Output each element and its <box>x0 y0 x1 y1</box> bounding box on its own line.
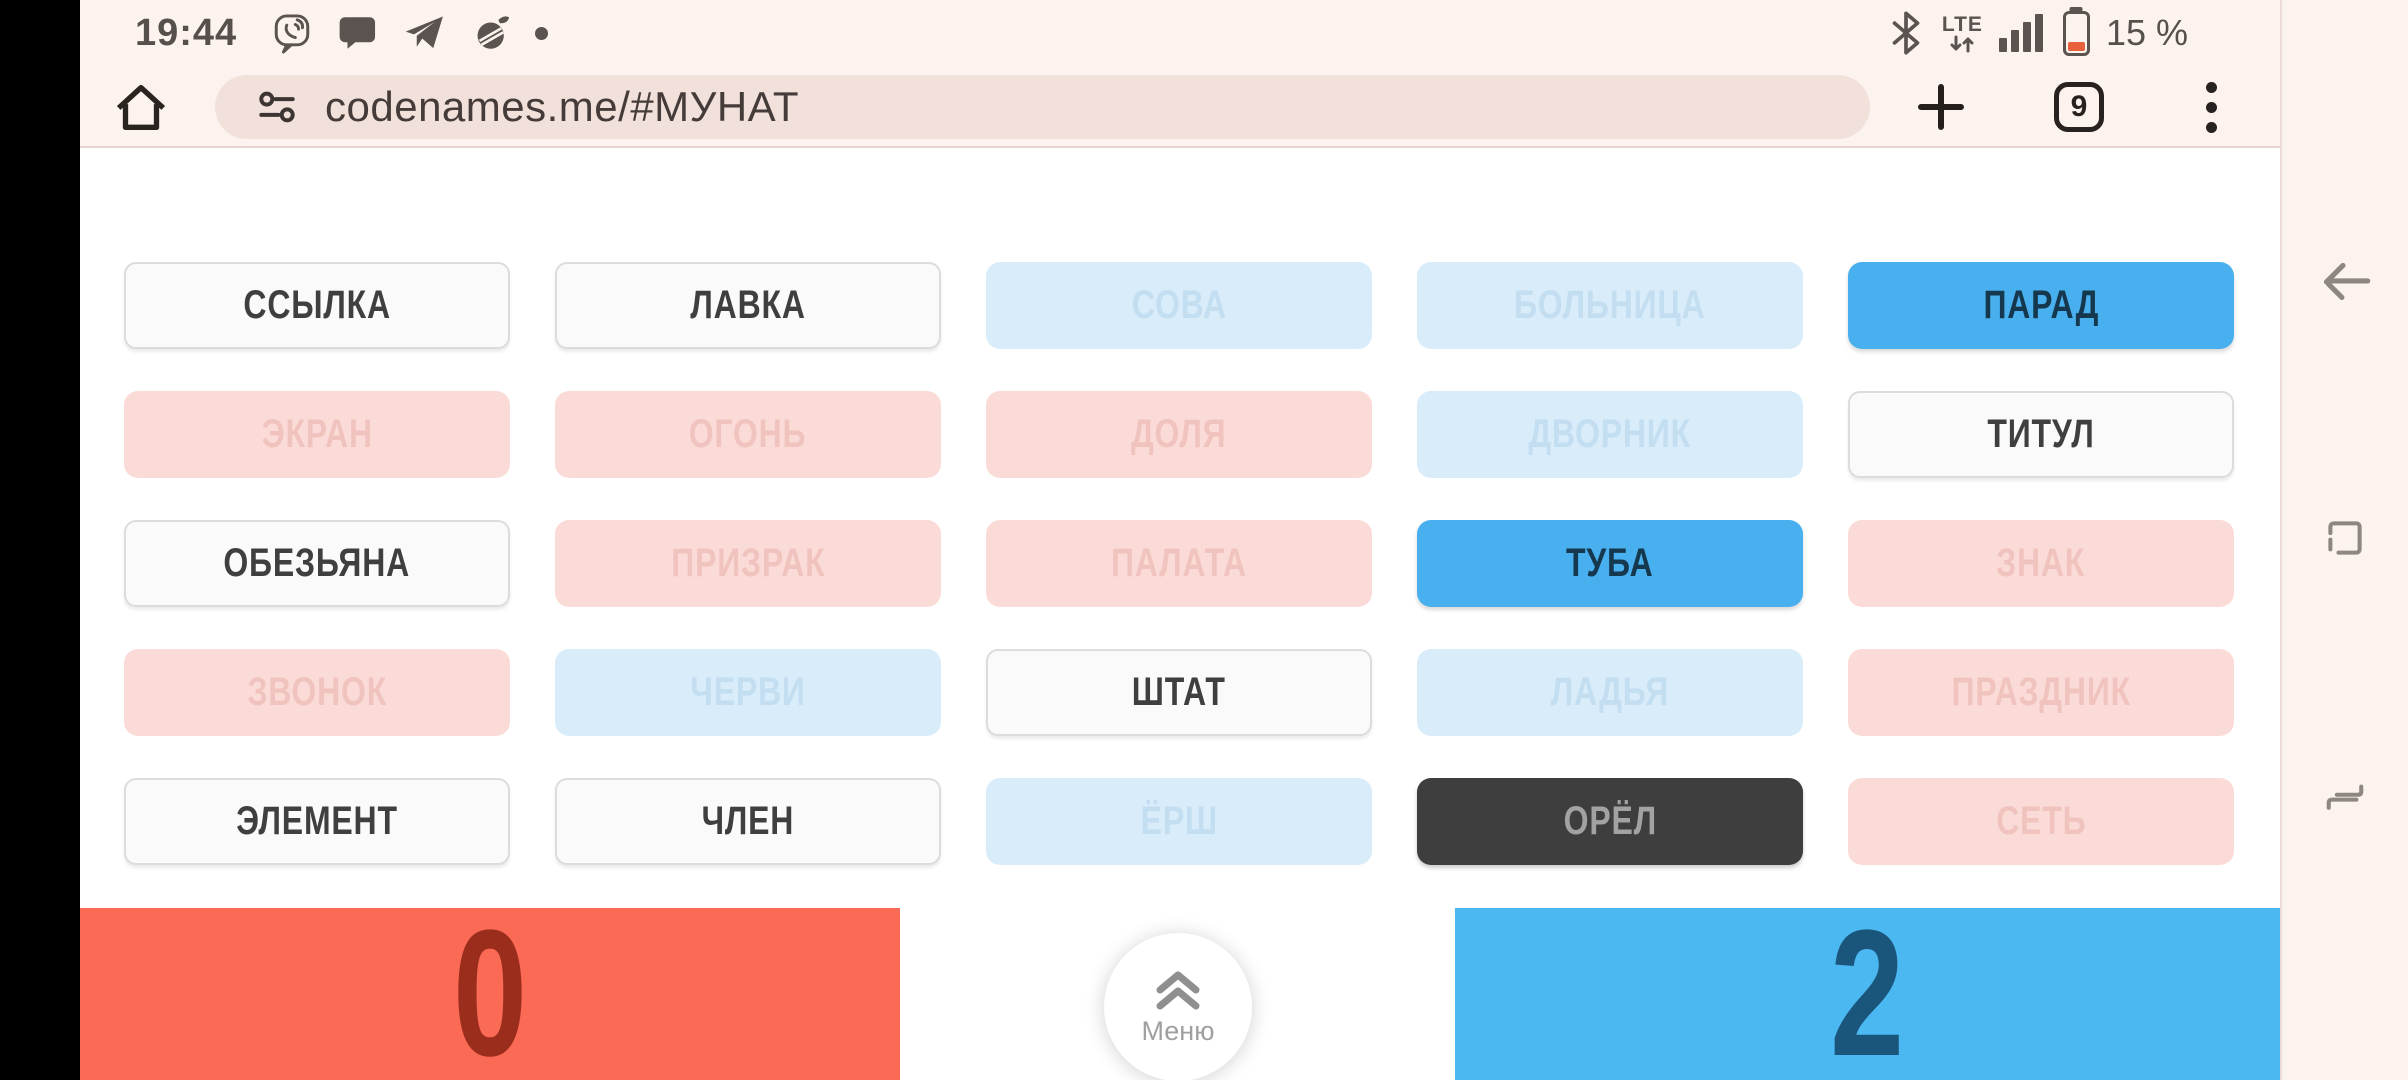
signal-icon <box>1998 14 2043 52</box>
word-card-label: ЗНАК <box>1996 541 2086 585</box>
url-text: codenames.me/#МУНАТ <box>325 83 800 130</box>
word-card-label: ПРИЗРАК <box>670 541 826 585</box>
word-card[interactable]: ПАРАД <box>1848 262 2234 349</box>
word-card[interactable]: ОРЁЛ <box>1417 778 1803 865</box>
word-card-label: ЁРШ <box>1140 799 1218 843</box>
tab-count: 9 <box>2054 82 2104 132</box>
word-board: ССЫЛКА ЛАВКА СОВА БОЛЬНИЦА ПАРАД ЭКРАН ОГОНЬ ДО… <box>124 262 2234 865</box>
word-card-label: ОГОНЬ <box>689 412 807 456</box>
viber-icon <box>274 14 310 54</box>
word-card-label: ЭЛЕМЕНТ <box>236 799 398 843</box>
word-card[interactable]: ЧЕРВИ <box>555 649 941 736</box>
word-card-label: ТИТУЛ <box>1987 412 2095 456</box>
word-card-label: СЕТЬ <box>1995 799 2087 843</box>
tune-icon <box>259 91 295 123</box>
browser-toolbar: codenames.me/#МУНАТ 9 <box>80 66 2280 148</box>
word-card[interactable]: ЁРШ <box>986 778 1372 865</box>
telegram-icon <box>405 16 444 49</box>
word-card-label: ЛАДЬЯ <box>1550 670 1670 714</box>
word-card-label: ДВОРНИК <box>1528 412 1692 456</box>
word-card[interactable]: ЭЛЕМЕНТ <box>124 778 510 865</box>
browser-icon <box>477 16 510 49</box>
tab-switcher-button[interactable]: 9 <box>2044 74 2114 140</box>
word-card-label: ОРЁЛ <box>1563 799 1657 843</box>
word-card[interactable]: ШТАТ <box>986 649 1372 736</box>
blue-team-score-panel: 2 <box>1455 908 2280 1080</box>
word-card-label: ССЫЛКА <box>243 283 391 327</box>
word-card-label: ЗВОНОК <box>247 670 387 714</box>
back-button[interactable] <box>2300 238 2390 328</box>
plus-icon <box>1918 84 1964 130</box>
red-team-score-panel: 0 <box>80 908 900 1080</box>
word-card-label: ШТАТ <box>1132 670 1226 714</box>
status-time: 19:44 <box>135 11 238 54</box>
page-content: ССЫЛКА ЛАВКА СОВА БОЛЬНИЦА ПАРАД ЭКРАН ОГОНЬ ДО… <box>80 148 2280 908</box>
notification-icons <box>271 11 513 55</box>
lte-icon: LTE <box>1942 14 1983 53</box>
url-bar[interactable]: codenames.me/#МУНАТ <box>215 75 1870 139</box>
word-card-label: ЭКРАН <box>261 412 373 456</box>
word-card[interactable]: БОЛЬНИЦА <box>1417 262 1803 349</box>
word-card[interactable]: ЗВОНОК <box>124 649 510 736</box>
word-card[interactable]: ТИТУЛ <box>1848 391 2234 478</box>
word-card[interactable]: ЧЛЕН <box>555 778 941 865</box>
red-team-score: 0 <box>452 908 528 1080</box>
menu-button-label: Меню <box>1141 1015 1215 1046</box>
word-card[interactable]: ЭКРАН <box>124 391 510 478</box>
word-card[interactable]: ЗНАК <box>1848 520 2234 607</box>
android-nav-bar <box>2280 0 2408 1080</box>
word-card[interactable]: ССЫЛКА <box>124 262 510 349</box>
word-card-label: ДОЛЯ <box>1131 412 1227 456</box>
new-tab-button[interactable] <box>1906 74 1976 140</box>
word-card[interactable]: ДОЛЯ <box>986 391 1372 478</box>
word-card[interactable]: ТУБА <box>1417 520 1803 607</box>
messages-icon <box>339 17 376 49</box>
word-card[interactable]: ПАЛАТА <box>986 520 1372 607</box>
word-card-label: ОБЕЗЬЯНА <box>223 541 411 585</box>
word-card[interactable]: СОВА <box>986 262 1372 349</box>
word-card-label: ПАЛАТА <box>1111 541 1247 585</box>
word-card[interactable]: ОГОНЬ <box>555 391 941 478</box>
network-type-label: LTE <box>1941 12 1983 36</box>
kebab-menu-icon <box>2205 81 2217 133</box>
word-card-label: ЧЛЕН <box>701 799 795 843</box>
word-card[interactable]: ЛАДЬЯ <box>1417 649 1803 736</box>
home-square-icon <box>2328 521 2362 555</box>
word-card[interactable]: ДВОРНИК <box>1417 391 1803 478</box>
word-card-label: БОЛЬНИЦА <box>1514 283 1706 327</box>
word-card-label: ПРАЗДНИК <box>1951 670 2131 714</box>
word-card[interactable]: ПРАЗДНИК <box>1848 649 2234 736</box>
home-button[interactable] <box>108 74 174 140</box>
screen-bezel <box>0 0 80 1080</box>
battery-percent: 15 % <box>2105 12 2188 53</box>
word-card-label: ТУБА <box>1566 541 1654 585</box>
menu-button[interactable]: Меню <box>1104 933 1252 1080</box>
word-card[interactable]: ПРИЗРАК <box>555 520 941 607</box>
word-card-label: ЛАВКА <box>690 283 806 327</box>
word-card[interactable]: ЛАВКА <box>555 262 941 349</box>
word-card[interactable]: ОБЕЗЬЯНА <box>124 520 510 607</box>
score-bar: 0 Меню 2 <box>80 908 2280 1080</box>
word-card[interactable]: СЕТЬ <box>1848 778 2234 865</box>
home-icon <box>116 84 166 131</box>
bluetooth-icon <box>1892 11 1920 55</box>
word-card-label: ПАРАД <box>1983 283 2099 327</box>
status-bar: 19:44 LTE <box>80 0 2280 66</box>
recents-icon <box>2326 784 2364 810</box>
word-card-label: СОВА <box>1131 283 1227 327</box>
word-card-label: ЧЕРВИ <box>690 670 806 714</box>
system-status-icons: LTE 15 % <box>1886 0 2188 66</box>
blue-team-score: 2 <box>1830 908 1905 1080</box>
toolbar-divider <box>80 146 2280 148</box>
battery-icon <box>2062 10 2090 56</box>
browser-menu-button[interactable] <box>2176 74 2246 140</box>
home-nav-button[interactable] <box>2300 493 2390 583</box>
notification-dot <box>535 26 549 40</box>
back-icon <box>2323 262 2371 301</box>
recents-button[interactable] <box>2300 753 2390 843</box>
chevron-double-up-icon <box>1156 971 1200 1009</box>
